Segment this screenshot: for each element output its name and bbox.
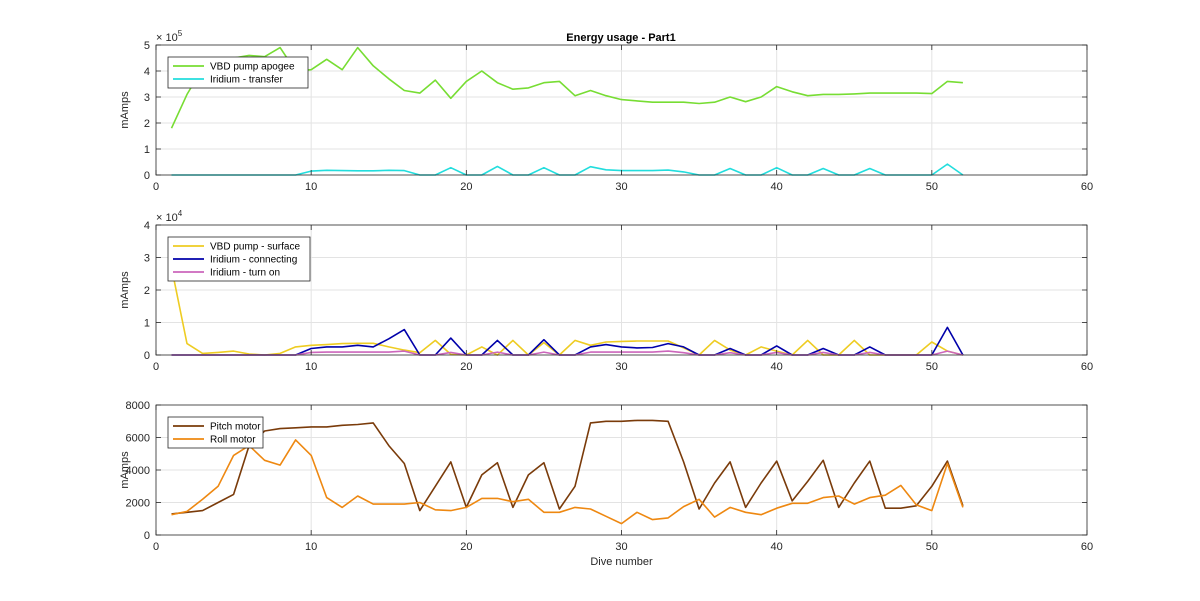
y-tick-label: 4000 <box>126 465 150 477</box>
legend: Pitch motor Roll motor <box>167 416 264 449</box>
y-tick-label: 0 <box>144 350 150 362</box>
y-axis-label: mAmps <box>119 91 131 129</box>
y-tick-label: 0 <box>144 530 150 542</box>
series-line-roll-motor <box>171 439 964 525</box>
y-axis-label: mAmps <box>119 271 131 309</box>
legend-entry: Pitch motor <box>210 422 261 433</box>
x-tick-label: 50 <box>926 541 938 553</box>
y-tick-label: 6000 <box>126 433 150 445</box>
legend-entry: Iridium - turn on <box>210 268 280 279</box>
x-tick-label: 0 <box>153 361 159 373</box>
x-tick-label: 20 <box>460 181 472 193</box>
figure-title: Energy usage - Part1 <box>566 32 675 44</box>
x-tick-label: 50 <box>926 181 938 193</box>
y-tick-label: 3 <box>144 92 150 104</box>
y-tick-label: 2 <box>144 118 150 130</box>
y-tick-label: 2 <box>144 285 150 297</box>
x-tick-label: 0 <box>153 541 159 553</box>
x-tick-label: 60 <box>1081 181 1093 193</box>
legend-entry: VBD pump apogee <box>210 62 295 73</box>
legend-box <box>167 416 264 449</box>
legend: VBD pump - surface Iridium - connecting Ir… <box>167 236 311 282</box>
y-exponent-label: × 105 <box>156 29 183 44</box>
y-exponent-label: × 104 <box>156 209 183 224</box>
y-tick-label: 4 <box>144 66 150 78</box>
x-tick-label: 50 <box>926 361 938 373</box>
x-tick-label: 0 <box>153 181 159 193</box>
legend-entry: Roll motor <box>210 435 256 446</box>
x-tick-label: 40 <box>771 361 783 373</box>
x-tick-label: 10 <box>305 541 317 553</box>
y-axis-label: mAmps <box>119 451 131 489</box>
legend-entry: Iridium - connecting <box>210 255 297 266</box>
x-axis-label: Dive number <box>590 556 653 568</box>
legend: VBD pump apogee Iridium - transfer <box>167 56 309 89</box>
x-tick-label: 20 <box>460 541 472 553</box>
y-exponent-power: 5 <box>178 29 183 38</box>
y-tick-label: 8000 <box>126 400 150 412</box>
x-tick-label: 40 <box>771 541 783 553</box>
y-exponent-base: × 10 <box>156 32 178 44</box>
x-tick-label: 10 <box>305 181 317 193</box>
x-tick-label: 30 <box>615 541 627 553</box>
x-tick-label: 30 <box>615 361 627 373</box>
y-tick-label: 1 <box>144 144 150 156</box>
y-tick-label: 1 <box>144 318 150 330</box>
y-tick-label: 3 <box>144 253 150 265</box>
subplot-3: 0 10 20 30 40 50 60 0 2000 4000 6000 8000 mAmps Dive … <box>119 400 1093 568</box>
x-tick-label: 20 <box>460 361 472 373</box>
y-exponent-power: 4 <box>178 209 183 218</box>
y-tick-label: 5 <box>144 40 150 52</box>
legend-box <box>167 56 309 89</box>
y-tick-label: 0 <box>144 170 150 182</box>
y-tick-label: 2000 <box>126 498 150 510</box>
series-line-pitch-motor <box>171 419 964 515</box>
x-tick-label: 40 <box>771 181 783 193</box>
x-tick-label: 10 <box>305 361 317 373</box>
x-tick-label: 60 <box>1081 541 1093 553</box>
x-tick-label: 30 <box>615 181 627 193</box>
legend-entry: Iridium - transfer <box>210 75 283 86</box>
legend-entry: VBD pump - surface <box>210 242 300 253</box>
y-tick-label: 4 <box>144 220 150 232</box>
x-tick-label: 60 <box>1081 361 1093 373</box>
y-exponent-base: × 10 <box>156 212 178 224</box>
